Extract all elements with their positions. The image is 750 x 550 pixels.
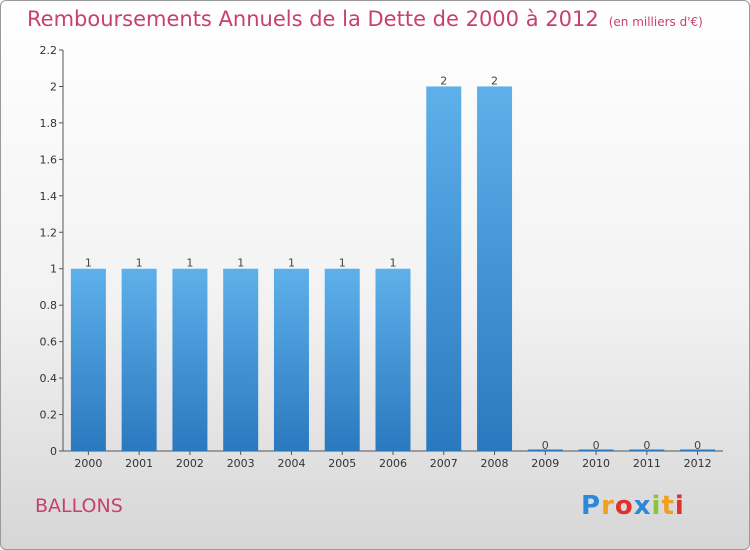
x-tick-label: 2000 [74,457,102,470]
data-labels: 1 1 1 1 1 1 1 2 2 0 0 0 0 [85,74,701,452]
data-label: 1 [390,257,397,270]
y-tick-label: 1.6 [40,153,58,166]
y-tick-label: 0.6 [40,336,58,349]
chart-unit: (en milliers d'€) [608,15,703,29]
bar [324,268,360,451]
y-tick-label: 0.8 [40,299,58,312]
x-tick-label: 2007 [430,457,458,470]
bar [223,268,259,451]
data-label: 1 [136,257,143,270]
bar [527,449,563,451]
bar [273,268,309,451]
y-tick-label: 1.4 [40,190,58,203]
x-tick-label: 2002 [176,457,204,470]
chart-title: Remboursements Annuels de la Dette de 20… [27,7,703,31]
data-label: 1 [237,257,244,270]
x-tick-label: 2010 [582,457,610,470]
bar [375,268,411,451]
y-tick-label: 2 [50,80,57,93]
bar [578,449,614,451]
data-label: 1 [339,257,346,270]
data-label: 0 [643,439,650,452]
commune-name: BALLONS [35,495,123,517]
proxiti-logo: Proxiti [581,491,685,521]
bar [70,268,106,451]
data-label: 1 [288,257,295,270]
y-tick-label: 2.2 [40,44,58,57]
data-label: 0 [542,439,549,452]
x-tick-label: 2004 [277,457,305,470]
x-tick-label: 2003 [227,457,255,470]
data-label: 0 [593,439,600,452]
y-tick-label: 0.4 [40,372,58,385]
y-tick-label: 1 [50,263,57,276]
y-tick-label: 1.8 [40,117,58,130]
x-tick-label: 2005 [328,457,356,470]
data-label: 0 [694,439,701,452]
data-label: 2 [440,74,447,87]
bar [426,86,462,452]
x-tick-label: 2009 [531,457,559,470]
x-tick-label: 2008 [481,457,509,470]
x-tick-label: 2012 [684,457,712,470]
x-tick-label: 2011 [633,457,661,470]
x-tick-label: 2006 [379,457,407,470]
y-tick-label: 0.2 [40,409,58,422]
data-label: 2 [491,74,498,87]
data-label: 1 [186,257,193,270]
bars [70,86,716,452]
bar [629,449,665,451]
x-tick-label: 2001 [125,457,153,470]
y-tick-label: 1.2 [40,226,58,239]
y-tick-label: 0 [50,445,57,458]
bar [172,268,208,451]
data-label: 1 [85,257,92,270]
bar [477,86,513,452]
bar [680,449,716,451]
bar [121,268,157,451]
